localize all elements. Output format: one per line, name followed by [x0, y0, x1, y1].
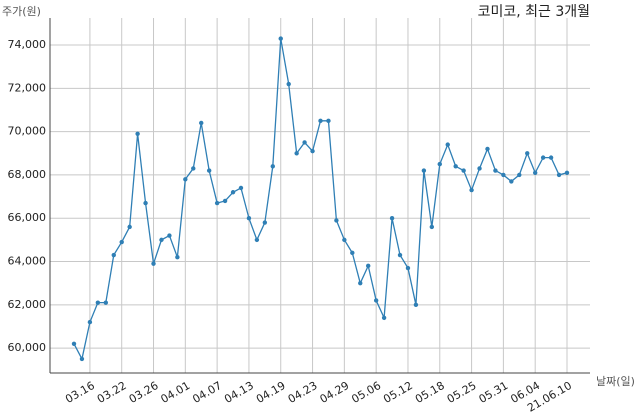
price-point: [525, 151, 530, 156]
price-point: [413, 302, 419, 308]
price-point: [334, 218, 339, 223]
price-point: [175, 254, 180, 260]
y-tick-label: 62,000: [8, 298, 47, 311]
price-point: [421, 168, 427, 173]
price-point: [199, 120, 204, 126]
price-point: [493, 168, 498, 173]
price-point: [358, 280, 363, 286]
x-tick-label: 03.22: [95, 379, 129, 406]
price-point: [350, 250, 355, 256]
x-tick-label: 05.18: [413, 379, 447, 406]
price-point: [214, 200, 220, 206]
price-point: [262, 220, 268, 225]
price-point: [111, 252, 116, 258]
price-point: [366, 263, 371, 269]
x-tick-label: 04.29: [318, 379, 352, 406]
price-point: [87, 319, 93, 325]
price-point: [191, 166, 196, 171]
price-point: [278, 36, 283, 41]
price-point: [143, 200, 148, 206]
y-tick-label: 68,000: [8, 168, 47, 181]
price-point: [501, 172, 506, 178]
price-point: [294, 151, 299, 156]
price-point: [548, 155, 554, 160]
y-tick-label: 74,000: [8, 38, 47, 51]
price-point: [429, 224, 435, 230]
price-point: [453, 164, 458, 169]
price-point: [556, 172, 562, 178]
x-tick-label: 03.16: [63, 379, 97, 406]
price-point: [445, 142, 450, 147]
price-point: [517, 172, 522, 178]
price-point: [302, 140, 307, 145]
y-axis-label: 주가(원): [2, 5, 41, 18]
price-point: [373, 298, 379, 303]
price-point: [437, 161, 442, 167]
price-point: [342, 237, 347, 243]
price-point: [485, 146, 490, 152]
price-point: [127, 224, 132, 230]
price-point: [389, 216, 395, 221]
price-point: [135, 131, 140, 137]
price-point: [477, 166, 482, 171]
price-point: [103, 300, 109, 305]
x-tick-label: 03.26: [127, 379, 161, 406]
y-tick-label: 70,000: [8, 125, 47, 138]
price-point: [230, 190, 236, 195]
y-tick-label: 64,000: [8, 255, 47, 268]
price-point: [95, 300, 101, 305]
price-point: [405, 265, 411, 271]
x-axis-label: 날짜(일): [596, 374, 635, 388]
y-tick-label: 72,000: [8, 81, 47, 94]
price-point: [532, 170, 538, 175]
price-point: [326, 118, 331, 124]
x-tick-label: 04.13: [222, 379, 256, 406]
x-tick-label: 04.07: [190, 379, 224, 406]
chart-title: 코미코, 최근 3개월: [478, 4, 590, 20]
x-tick-label: 04.01: [159, 379, 193, 406]
y-tick-label: 60,000: [8, 341, 47, 354]
x-tick-label: 05.25: [445, 379, 479, 406]
price-point: [238, 185, 244, 191]
price-point: [564, 170, 570, 175]
price-point: [318, 118, 323, 124]
price-point: [119, 239, 124, 245]
price-point: [310, 148, 315, 154]
x-tick-label: 05.31: [477, 379, 511, 406]
price-point: [206, 168, 212, 173]
price-point: [79, 356, 85, 362]
price-point: [183, 177, 188, 182]
price-point: [286, 81, 291, 87]
x-tick-label: 05.12: [381, 379, 415, 406]
price-point: [167, 233, 172, 238]
price-point: [270, 164, 275, 169]
x-tick-label: 05.06: [349, 379, 383, 406]
price-point: [71, 341, 77, 346]
price-point: [159, 237, 164, 243]
price-point: [381, 315, 387, 321]
price-line: [73, 38, 568, 361]
price-point: [151, 261, 156, 266]
price-point: [254, 237, 260, 243]
price-point: [461, 168, 466, 173]
x-tick-label: 04.23: [286, 379, 320, 406]
y-tick-label: 66,000: [8, 211, 47, 224]
price-point: [397, 252, 403, 258]
x-tick-label: 04.19: [254, 379, 288, 406]
price-point: [222, 198, 228, 204]
price-point: [509, 179, 514, 184]
price-point: [469, 187, 474, 193]
price-point: [540, 155, 546, 160]
price-point: [246, 216, 252, 221]
